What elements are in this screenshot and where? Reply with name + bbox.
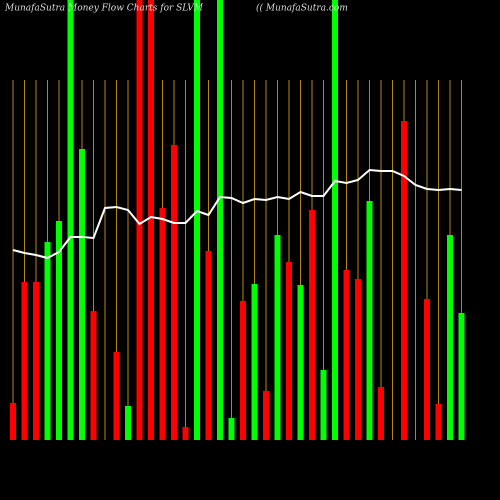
bar — [228, 418, 235, 440]
bar — [171, 145, 177, 440]
bar — [297, 285, 304, 440]
bar — [274, 235, 281, 440]
bar — [44, 242, 51, 440]
bar — [67, 0, 74, 440]
bar — [90, 311, 97, 440]
bar — [217, 0, 223, 440]
bar — [125, 406, 131, 440]
bar — [320, 370, 327, 440]
bar — [366, 201, 373, 440]
bar — [378, 387, 384, 440]
bar — [21, 282, 28, 440]
bar — [435, 404, 442, 440]
bar — [343, 270, 350, 440]
bar — [401, 121, 407, 440]
bar — [33, 282, 39, 440]
money-flow-line — [12, 168, 462, 260]
bar — [286, 262, 292, 440]
bar — [182, 427, 189, 440]
bar — [355, 279, 361, 440]
chart-title: MunafaSutra Money Flow Charts for SLVM — [4, 4, 204, 14]
bar — [205, 251, 212, 440]
bar — [10, 403, 16, 440]
bar — [251, 284, 258, 440]
bar — [447, 235, 453, 440]
bar — [263, 391, 269, 440]
bar — [148, 0, 154, 440]
bar — [136, 0, 143, 440]
bar — [194, 0, 200, 440]
bar — [240, 301, 246, 440]
chart-subtitle: (( MunafaSutra.com — [256, 3, 348, 14]
bar — [309, 210, 315, 440]
bar — [424, 299, 430, 440]
bar — [458, 313, 465, 440]
bar — [79, 149, 85, 440]
bar — [113, 352, 120, 440]
bar — [56, 221, 62, 440]
bar — [159, 208, 166, 440]
bar — [332, 0, 338, 440]
